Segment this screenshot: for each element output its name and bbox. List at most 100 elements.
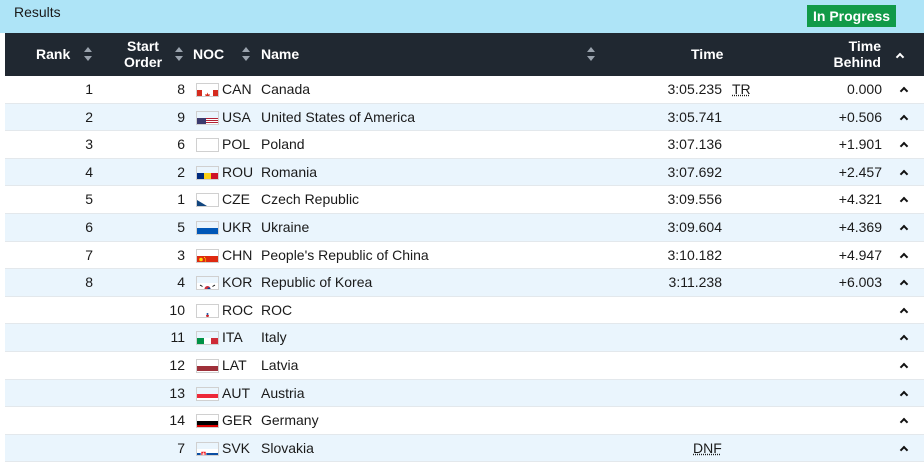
start-order-header-line2[interactable]: Order (122, 54, 164, 70)
start-order-cell: 11 (105, 324, 185, 351)
name-sort-icon[interactable] (587, 47, 595, 61)
time-behind-cell: +2.457 (785, 159, 882, 186)
time-cell: 3:07.136 (605, 131, 722, 158)
record-note[interactable]: TR (732, 76, 751, 103)
rank-cell (5, 297, 93, 324)
team-name-cell[interactable]: Latvia (261, 352, 298, 379)
team-name-cell[interactable]: Canada (261, 76, 310, 103)
start-order-cell: 1 (105, 186, 185, 213)
start-order-cell: 13 (105, 380, 185, 407)
time-behind-header-line2: Behind (821, 54, 881, 70)
rank-header[interactable]: Rank (36, 46, 70, 62)
team-name-cell[interactable]: Germany (261, 407, 319, 434)
team-name-cell[interactable]: Romania (261, 159, 317, 186)
team-name-cell[interactable]: ROC (261, 297, 292, 324)
start-order-cell: 4 (105, 269, 185, 296)
table-row[interactable]: 8 4 KOR Republic of Korea 3:11.238 +6.003 (5, 269, 924, 297)
rank-cell (5, 352, 93, 379)
table-header: Rank Start Order NOC Name Time Time Behi… (5, 33, 924, 76)
start-order-cell: 10 (105, 297, 185, 324)
team-name-cell[interactable]: Poland (261, 131, 305, 158)
table-row[interactable]: 4 2 ROU Romania 3:07.692 +2.457 (5, 159, 924, 187)
rank-cell (5, 380, 93, 407)
ca-flag-icon (196, 83, 219, 97)
rank-cell: 6 (5, 214, 93, 241)
table-row[interactable]: 6 5 UKR Ukraine 3:09.604 +4.369 (5, 214, 924, 242)
results-header-bar: Results In Progress (0, 0, 924, 33)
time-cell: 3:10.182 (605, 242, 722, 269)
results-title: Results (14, 4, 61, 20)
noc-cell: POL (222, 131, 250, 158)
noc-sort-icon[interactable] (242, 47, 250, 61)
rank-cell: 4 (5, 159, 93, 186)
status-note[interactable]: DNF (693, 435, 722, 462)
results-table-body: 1 8 CAN Canada 3:05.235 TR 0.000 2 9 USA United St… (5, 76, 924, 462)
collapse-all-icon[interactable] (896, 52, 906, 59)
start-order-cell: 9 (105, 104, 185, 131)
team-name-cell[interactable]: Austria (261, 380, 305, 407)
noc-cell: USA (222, 104, 251, 131)
time-cell: 3:09.604 (605, 214, 722, 241)
table-row[interactable]: 14 GER Germany (5, 407, 924, 435)
start-order-cell: 7 (105, 435, 185, 462)
roc-flag-icon (196, 304, 219, 318)
start-order-cell: 12 (105, 352, 185, 379)
noc-cell: CAN (222, 76, 252, 103)
time-behind-header-line1: Time (831, 38, 881, 54)
expand-row-chevron-icon[interactable] (900, 445, 910, 472)
team-name-cell[interactable]: Republic of Korea (261, 269, 372, 296)
start-order-cell: 6 (105, 131, 185, 158)
ua-flag-icon (196, 221, 219, 235)
table-row[interactable]: 12 LAT Latvia (5, 352, 924, 380)
us-flag-icon (196, 111, 219, 125)
noc-cell: ITA (222, 324, 243, 351)
time-behind-cell: +4.321 (785, 186, 882, 213)
noc-header[interactable]: NOC (193, 46, 224, 62)
table-row[interactable]: 10 ROC ROC (5, 297, 924, 325)
table-row[interactable]: 2 9 USA United States of America 3:05.741 +0.… (5, 104, 924, 132)
start-order-sort-icon[interactable] (175, 47, 183, 61)
noc-cell: GER (222, 407, 252, 434)
lv-flag-icon (196, 359, 219, 373)
time-cell: 3:05.741 (605, 104, 722, 131)
table-row[interactable]: 7 3 CHN People's Republic of China 3:10.182 +… (5, 242, 924, 270)
start-order-cell: 3 (105, 242, 185, 269)
sk-flag-icon (196, 442, 219, 456)
table-row[interactable]: 3 6 POL Poland 3:07.136 +1.901 (5, 131, 924, 159)
noc-cell: UKR (222, 214, 252, 241)
start-order-cell: 14 (105, 407, 185, 434)
cz-flag-icon (196, 193, 219, 207)
team-name-cell[interactable]: Czech Republic (261, 186, 359, 213)
team-name-cell[interactable]: United States of America (261, 104, 415, 131)
time-cell: 3:05.235 (605, 76, 722, 103)
time-cell: 3:07.692 (605, 159, 722, 186)
team-name-cell[interactable]: Ukraine (261, 214, 309, 241)
table-row[interactable]: 1 8 CAN Canada 3:05.235 TR 0.000 (5, 76, 924, 104)
time-behind-cell: +0.506 (785, 104, 882, 131)
cn-flag-icon (196, 249, 219, 263)
at-flag-icon (196, 387, 219, 401)
de-flag-icon (196, 414, 219, 428)
time-behind-cell: +4.369 (785, 214, 882, 241)
rank-cell: 1 (5, 76, 93, 103)
noc-cell: AUT (222, 380, 250, 407)
team-name-cell[interactable]: Italy (261, 324, 287, 351)
noc-cell: ROU (222, 159, 253, 186)
start-order-cell: 8 (105, 76, 185, 103)
time-behind-cell: +1.901 (785, 131, 882, 158)
team-name-cell[interactable]: People's Republic of China (261, 242, 429, 269)
table-row[interactable]: 13 AUT Austria (5, 380, 924, 408)
start-order-header-line1[interactable]: Start (125, 38, 161, 54)
table-row[interactable]: 7 SVK Slovakia DNF (5, 435, 924, 463)
noc-cell: CHN (222, 242, 252, 269)
time-cell: 3:09.556 (605, 186, 722, 213)
name-header[interactable]: Name (261, 46, 299, 62)
noc-cell: KOR (222, 269, 252, 296)
table-row[interactable]: 11 ITA Italy (5, 324, 924, 352)
team-name-cell[interactable]: Slovakia (261, 435, 314, 462)
rank-sort-icon[interactable] (84, 47, 92, 61)
ro-flag-icon (196, 166, 219, 180)
table-row[interactable]: 5 1 CZE Czech Republic 3:09.556 +4.321 (5, 186, 924, 214)
time-cell: 3:11.238 (605, 269, 722, 296)
time-header: Time (691, 46, 723, 62)
